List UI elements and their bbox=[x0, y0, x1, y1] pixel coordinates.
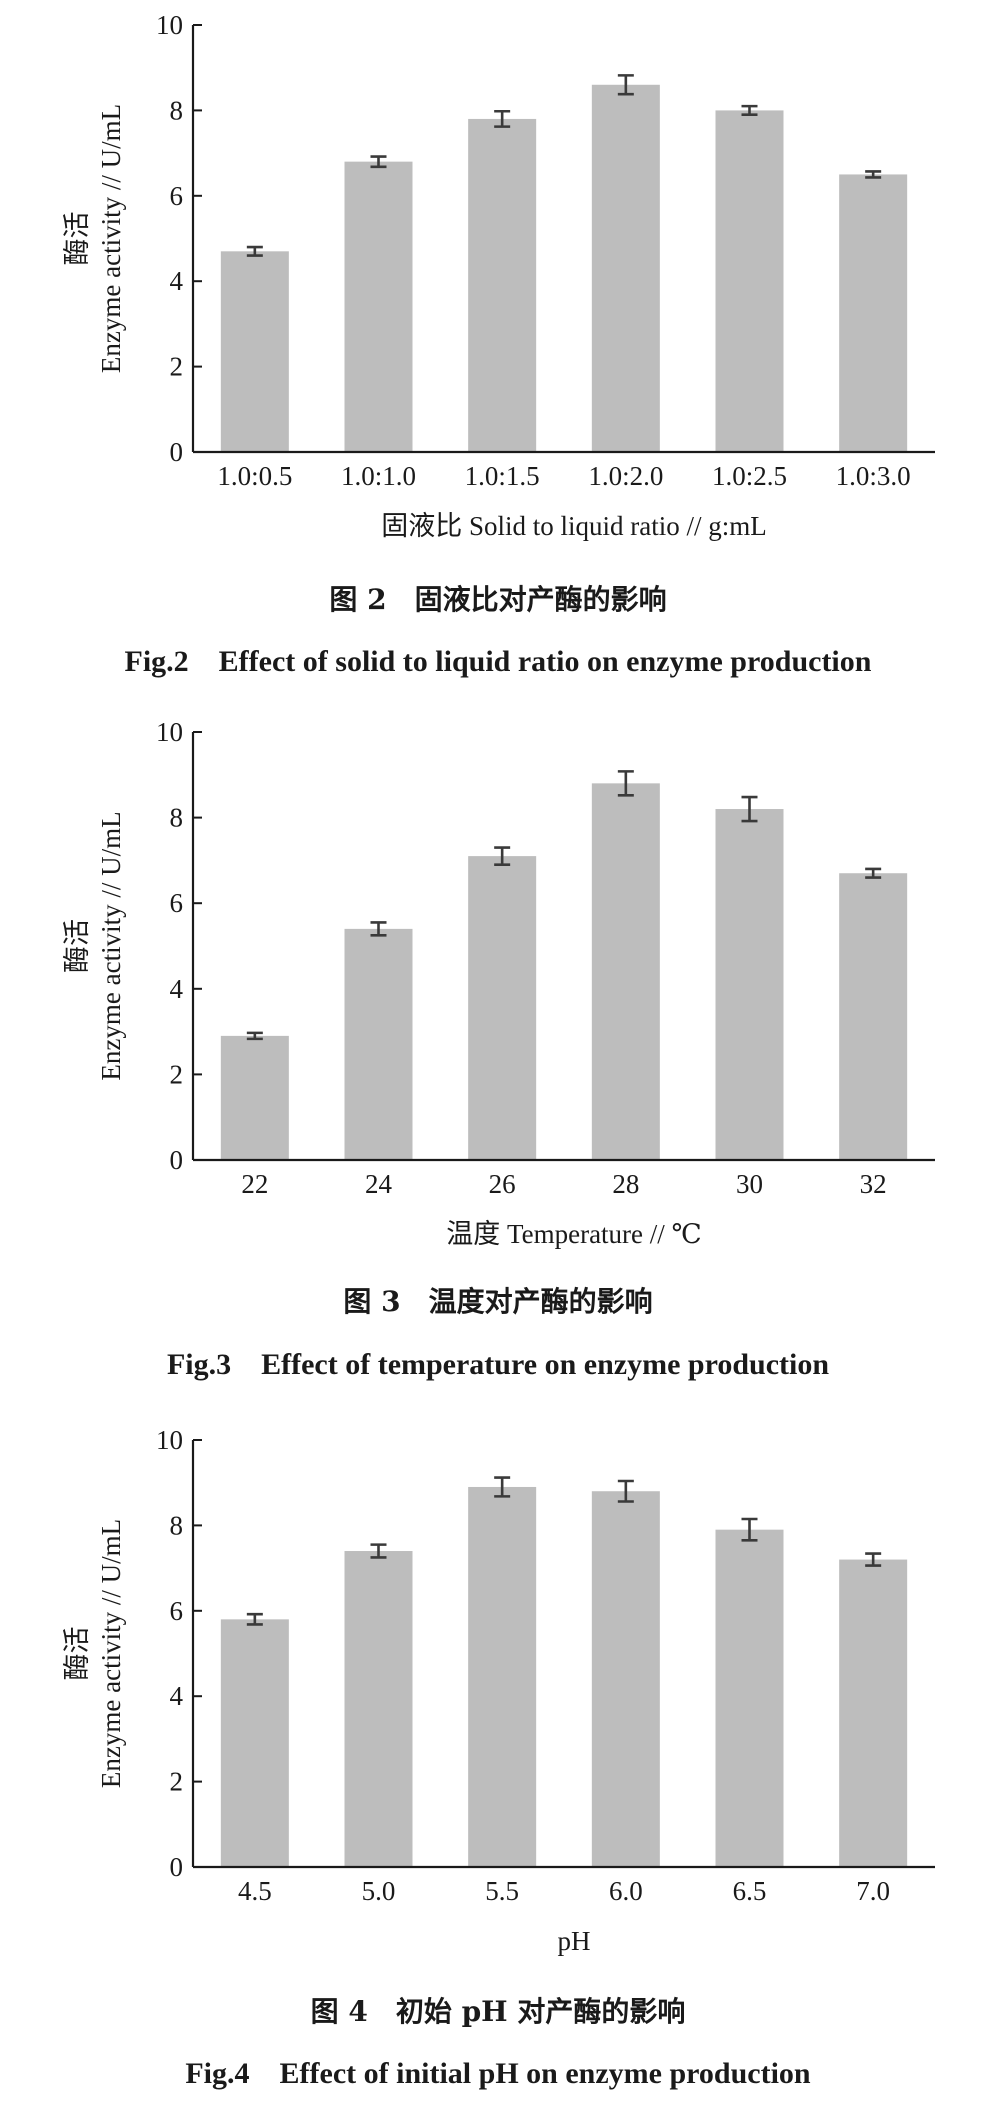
y-tick-label-8: 8 bbox=[170, 803, 184, 833]
x-tick-label-2: 24 bbox=[365, 1169, 393, 1199]
bar-2 bbox=[344, 1551, 413, 1867]
bar-2 bbox=[344, 928, 413, 1160]
y-tick-label-6: 6 bbox=[170, 888, 184, 918]
y-tick-label-10: 10 bbox=[156, 10, 183, 40]
y-tick-label-8: 8 bbox=[170, 1510, 184, 1540]
y-tick-label-0: 0 bbox=[170, 1145, 184, 1175]
figure-3-caption-en: Fig.3 Effect of temperature on enzyme pr… bbox=[166, 1348, 830, 1381]
figure-2: 1.0:0.5 1.0:1.0 1.0:1.5 1.0:2.0 1.0:2.5 1.0:3… bbox=[0, 0, 996, 700]
bar-2 bbox=[344, 161, 413, 452]
error-bar-2 bbox=[370, 1543, 387, 1559]
bar-1 bbox=[220, 251, 289, 452]
y-axis-title-cn: 酶活 bbox=[62, 212, 92, 266]
y-axis-title-en: Enzyme activity // U/mL bbox=[96, 811, 126, 1080]
bar-3 bbox=[468, 856, 537, 1160]
figure-3-caption-cn: 图 3 温度对产酶的影响 bbox=[343, 1285, 653, 1318]
bar-4 bbox=[591, 84, 660, 452]
y-tick-label-6: 6 bbox=[170, 181, 184, 211]
x-tick-label-3: 26 bbox=[489, 1169, 516, 1199]
x-axis-title: pH bbox=[558, 1926, 591, 1956]
bar-5 bbox=[715, 1529, 784, 1867]
error-bar-5 bbox=[741, 1517, 758, 1542]
y-tick-label-6: 6 bbox=[170, 1596, 184, 1626]
y-tick-label-0: 0 bbox=[170, 1852, 184, 1882]
x-tick-label-5: 30 bbox=[736, 1169, 763, 1199]
bar-5 bbox=[715, 809, 784, 1160]
figure-4-caption-en: Fig.4 Effect of initial pH on enzyme pro… bbox=[185, 2057, 811, 2090]
y-tick-label-4: 4 bbox=[170, 1681, 184, 1711]
error-bar-2 bbox=[370, 921, 387, 937]
chart-fig4: 4.5 5.0 5.5 6.0 6.5 7.0 0 2 4 6 8 10 pH 酶活 Enzyme acti… bbox=[62, 1425, 935, 1956]
y-axis-title-cn: 酶活 bbox=[62, 1627, 92, 1681]
error-bar-3 bbox=[494, 109, 511, 128]
x-tick-label-1: 1.0:0.5 bbox=[217, 461, 292, 491]
error-bar-2 bbox=[370, 155, 387, 169]
x-axis-title: 固液比 Solid to liquid ratio // g:mL bbox=[381, 511, 767, 541]
figure-2-caption-en: Fig.2 Effect of solid to liquid ratio on… bbox=[124, 645, 872, 678]
error-bar-6 bbox=[865, 1552, 882, 1567]
y-tick-label-2: 2 bbox=[170, 352, 184, 382]
error-bar-4 bbox=[617, 74, 634, 96]
figure-4: 4.5 5.0 5.5 6.0 6.5 7.0 0 2 4 6 8 10 pH 酶活 Enzyme acti… bbox=[0, 1405, 996, 2111]
error-bar-1 bbox=[246, 1031, 263, 1041]
y-axis-title-en: Enzyme activity // U/mL bbox=[96, 104, 126, 373]
error-bar-5 bbox=[741, 795, 758, 823]
error-bar-4 bbox=[617, 1479, 634, 1503]
bar-4 bbox=[591, 1491, 660, 1867]
bar-5 bbox=[715, 110, 784, 453]
x-tick-label-5: 1.0:2.5 bbox=[712, 461, 787, 491]
error-bar-1 bbox=[246, 1612, 263, 1626]
chart-fig2: 1.0:0.5 1.0:1.0 1.0:1.5 1.0:2.0 1.0:2.5 1.0:3… bbox=[62, 10, 935, 541]
bar-4 bbox=[591, 783, 660, 1160]
bar-3 bbox=[468, 1486, 537, 1867]
bar-6 bbox=[839, 1559, 908, 1867]
x-tick-label-3: 5.5 bbox=[485, 1876, 519, 1906]
x-tick-label-4: 28 bbox=[612, 1169, 639, 1199]
x-tick-label-3: 1.0:1.5 bbox=[465, 461, 540, 491]
figure-3: 22 24 26 28 30 32 0 2 4 6 8 10 温度 Temperature // ℃ 酶活… bbox=[0, 700, 996, 1405]
error-bar-4 bbox=[617, 770, 634, 797]
y-axis-title-en: Enzyme activity // U/mL bbox=[96, 1519, 126, 1788]
bar-6 bbox=[839, 873, 908, 1160]
bar-1 bbox=[220, 1619, 289, 1867]
y-tick-label-4: 4 bbox=[170, 266, 184, 296]
error-bar-6 bbox=[865, 170, 882, 179]
y-axis-title: 酶活 Enzyme activity // U/mL bbox=[62, 104, 126, 373]
x-tick-label-4: 1.0:2.0 bbox=[588, 461, 663, 491]
error-bar-5 bbox=[741, 104, 758, 116]
error-bar-3 bbox=[494, 846, 511, 866]
x-tick-label-1: 22 bbox=[241, 1169, 268, 1199]
error-bar-6 bbox=[865, 867, 882, 879]
x-tick-label-2: 1.0:1.0 bbox=[341, 461, 416, 491]
y-axis-title: 酶活 Enzyme activity // U/mL bbox=[62, 1519, 126, 1788]
y-tick-label-2: 2 bbox=[170, 1767, 184, 1797]
bar-3 bbox=[468, 118, 537, 452]
x-tick-label-6: 32 bbox=[860, 1169, 887, 1199]
y-tick-label-0: 0 bbox=[170, 437, 184, 467]
x-tick-label-5: 6.5 bbox=[733, 1876, 767, 1906]
figure-2-caption-cn: 图 2 固液比对产酶的影响 bbox=[329, 583, 667, 616]
y-axis-title: 酶活 Enzyme activity // U/mL bbox=[62, 811, 126, 1080]
y-tick-label-8: 8 bbox=[170, 95, 184, 125]
x-tick-label-1: 4.5 bbox=[238, 1876, 272, 1906]
y-tick-label-10: 10 bbox=[156, 1425, 183, 1455]
x-tick-label-6: 7.0 bbox=[856, 1876, 890, 1906]
y-axis-title-cn: 酶活 bbox=[62, 919, 92, 973]
error-bar-3 bbox=[494, 1476, 511, 1498]
bar-6 bbox=[839, 174, 908, 452]
x-tick-label-2: 5.0 bbox=[362, 1876, 396, 1906]
x-tick-label-6: 1.0:3.0 bbox=[836, 461, 911, 491]
y-tick-label-2: 2 bbox=[170, 1059, 184, 1089]
error-bar-1 bbox=[246, 245, 263, 257]
bar-1 bbox=[220, 1035, 289, 1160]
y-tick-label-10: 10 bbox=[156, 717, 183, 747]
figure-4-caption-cn: 图 4 初始 pH 对产酶的影响 bbox=[310, 1995, 686, 2028]
y-tick-label-4: 4 bbox=[170, 974, 184, 1004]
x-tick-label-4: 6.0 bbox=[609, 1876, 643, 1906]
x-axis-title: 温度 Temperature // ℃ bbox=[446, 1219, 702, 1249]
